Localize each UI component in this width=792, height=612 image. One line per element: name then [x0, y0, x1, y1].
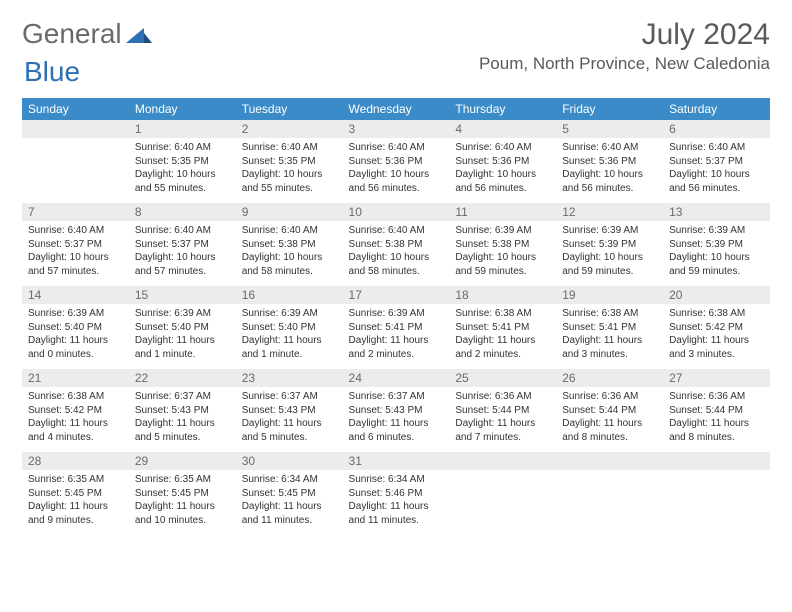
- day-num: 29: [129, 452, 236, 470]
- day-detail: Sunrise: 6:40 AMSunset: 5:38 PMDaylight:…: [343, 221, 450, 286]
- day-detail: Sunrise: 6:40 AMSunset: 5:36 PMDaylight:…: [343, 138, 450, 203]
- day-detail: Sunrise: 6:40 AMSunset: 5:37 PMDaylight:…: [663, 138, 770, 203]
- day-detail: Sunrise: 6:38 AMSunset: 5:41 PMDaylight:…: [449, 304, 556, 369]
- day-num: 9: [236, 203, 343, 221]
- day-detail: Sunrise: 6:39 AMSunset: 5:38 PMDaylight:…: [449, 221, 556, 286]
- day-detail: Sunrise: 6:35 AMSunset: 5:45 PMDaylight:…: [129, 470, 236, 535]
- day-num: 12: [556, 203, 663, 221]
- day-detail: Sunrise: 6:40 AMSunset: 5:37 PMDaylight:…: [129, 221, 236, 286]
- day-num: 22: [129, 369, 236, 387]
- day-num: 27: [663, 369, 770, 387]
- week-2-nums: 7 8 9 10 11 12 13: [22, 203, 770, 221]
- day-num: [449, 452, 556, 470]
- day-detail: [449, 470, 556, 535]
- day-detail: Sunrise: 6:37 AMSunset: 5:43 PMDaylight:…: [236, 387, 343, 452]
- month-title: July 2024: [479, 18, 770, 52]
- day-num: 24: [343, 369, 450, 387]
- week-5-nums: 28 29 30 31: [22, 452, 770, 470]
- day-detail: Sunrise: 6:40 AMSunset: 5:37 PMDaylight:…: [22, 221, 129, 286]
- dow-thursday: Thursday: [449, 98, 556, 120]
- dow-sunday: Sunday: [22, 98, 129, 120]
- location-subtitle: Poum, North Province, New Caledonia: [479, 54, 770, 74]
- day-detail: Sunrise: 6:36 AMSunset: 5:44 PMDaylight:…: [663, 387, 770, 452]
- day-detail: Sunrise: 6:40 AMSunset: 5:36 PMDaylight:…: [449, 138, 556, 203]
- day-num: 10: [343, 203, 450, 221]
- day-detail: Sunrise: 6:35 AMSunset: 5:45 PMDaylight:…: [22, 470, 129, 535]
- day-num: 19: [556, 286, 663, 304]
- day-num: 7: [22, 203, 129, 221]
- day-num: 23: [236, 369, 343, 387]
- day-num: 20: [663, 286, 770, 304]
- day-num: 14: [22, 286, 129, 304]
- week-4-nums: 21 22 23 24 25 26 27: [22, 369, 770, 387]
- day-num: 13: [663, 203, 770, 221]
- dow-monday: Monday: [129, 98, 236, 120]
- day-detail: [663, 470, 770, 535]
- title-block: July 2024 Poum, North Province, New Cale…: [479, 18, 770, 74]
- day-num: 30: [236, 452, 343, 470]
- week-3-details: Sunrise: 6:39 AMSunset: 5:40 PMDaylight:…: [22, 304, 770, 369]
- day-num: 3: [343, 120, 450, 138]
- day-detail: Sunrise: 6:36 AMSunset: 5:44 PMDaylight:…: [449, 387, 556, 452]
- day-num: 17: [343, 286, 450, 304]
- day-num: 28: [22, 452, 129, 470]
- day-detail: Sunrise: 6:39 AMSunset: 5:40 PMDaylight:…: [236, 304, 343, 369]
- day-detail: Sunrise: 6:39 AMSunset: 5:40 PMDaylight:…: [22, 304, 129, 369]
- day-detail: [556, 470, 663, 535]
- day-num: [663, 452, 770, 470]
- day-num: 5: [556, 120, 663, 138]
- day-num: 8: [129, 203, 236, 221]
- day-num: 4: [449, 120, 556, 138]
- day-detail: Sunrise: 6:36 AMSunset: 5:44 PMDaylight:…: [556, 387, 663, 452]
- day-detail: Sunrise: 6:40 AMSunset: 5:36 PMDaylight:…: [556, 138, 663, 203]
- day-num: [556, 452, 663, 470]
- day-detail: Sunrise: 6:39 AMSunset: 5:41 PMDaylight:…: [343, 304, 450, 369]
- day-detail: Sunrise: 6:38 AMSunset: 5:42 PMDaylight:…: [663, 304, 770, 369]
- day-detail: Sunrise: 6:40 AMSunset: 5:35 PMDaylight:…: [129, 138, 236, 203]
- day-detail: Sunrise: 6:39 AMSunset: 5:39 PMDaylight:…: [663, 221, 770, 286]
- day-detail: [22, 138, 129, 203]
- week-1-details: Sunrise: 6:40 AMSunset: 5:35 PMDaylight:…: [22, 138, 770, 203]
- week-2-details: Sunrise: 6:40 AMSunset: 5:37 PMDaylight:…: [22, 221, 770, 286]
- day-num: 16: [236, 286, 343, 304]
- logo: General: [22, 18, 152, 50]
- day-detail: Sunrise: 6:40 AMSunset: 5:35 PMDaylight:…: [236, 138, 343, 203]
- day-num: 1: [129, 120, 236, 138]
- day-num: 6: [663, 120, 770, 138]
- dow-friday: Friday: [556, 98, 663, 120]
- week-4-details: Sunrise: 6:38 AMSunset: 5:42 PMDaylight:…: [22, 387, 770, 452]
- day-num: 31: [343, 452, 450, 470]
- logo-text-gray: General: [22, 18, 122, 50]
- day-detail: Sunrise: 6:39 AMSunset: 5:39 PMDaylight:…: [556, 221, 663, 286]
- day-num: 18: [449, 286, 556, 304]
- calendar-table: Sunday Monday Tuesday Wednesday Thursday…: [22, 98, 770, 535]
- day-num: 21: [22, 369, 129, 387]
- day-detail: Sunrise: 6:37 AMSunset: 5:43 PMDaylight:…: [343, 387, 450, 452]
- day-num: 2: [236, 120, 343, 138]
- day-detail: Sunrise: 6:38 AMSunset: 5:42 PMDaylight:…: [22, 387, 129, 452]
- week-1-nums: 1 2 3 4 5 6: [22, 120, 770, 138]
- dow-wednesday: Wednesday: [343, 98, 450, 120]
- day-num: 15: [129, 286, 236, 304]
- day-num: [22, 120, 129, 138]
- day-detail: Sunrise: 6:37 AMSunset: 5:43 PMDaylight:…: [129, 387, 236, 452]
- logo-triangle-icon: [126, 18, 152, 50]
- day-detail: Sunrise: 6:39 AMSunset: 5:40 PMDaylight:…: [129, 304, 236, 369]
- day-num: 11: [449, 203, 556, 221]
- day-detail: Sunrise: 6:40 AMSunset: 5:38 PMDaylight:…: [236, 221, 343, 286]
- week-3-nums: 14 15 16 17 18 19 20: [22, 286, 770, 304]
- day-detail: Sunrise: 6:34 AMSunset: 5:45 PMDaylight:…: [236, 470, 343, 535]
- dow-tuesday: Tuesday: [236, 98, 343, 120]
- day-num: 25: [449, 369, 556, 387]
- week-5-details: Sunrise: 6:35 AMSunset: 5:45 PMDaylight:…: [22, 470, 770, 535]
- day-num: 26: [556, 369, 663, 387]
- day-detail: Sunrise: 6:38 AMSunset: 5:41 PMDaylight:…: [556, 304, 663, 369]
- day-detail: Sunrise: 6:34 AMSunset: 5:46 PMDaylight:…: [343, 470, 450, 535]
- day-of-week-header: Sunday Monday Tuesday Wednesday Thursday…: [22, 98, 770, 120]
- dow-saturday: Saturday: [663, 98, 770, 120]
